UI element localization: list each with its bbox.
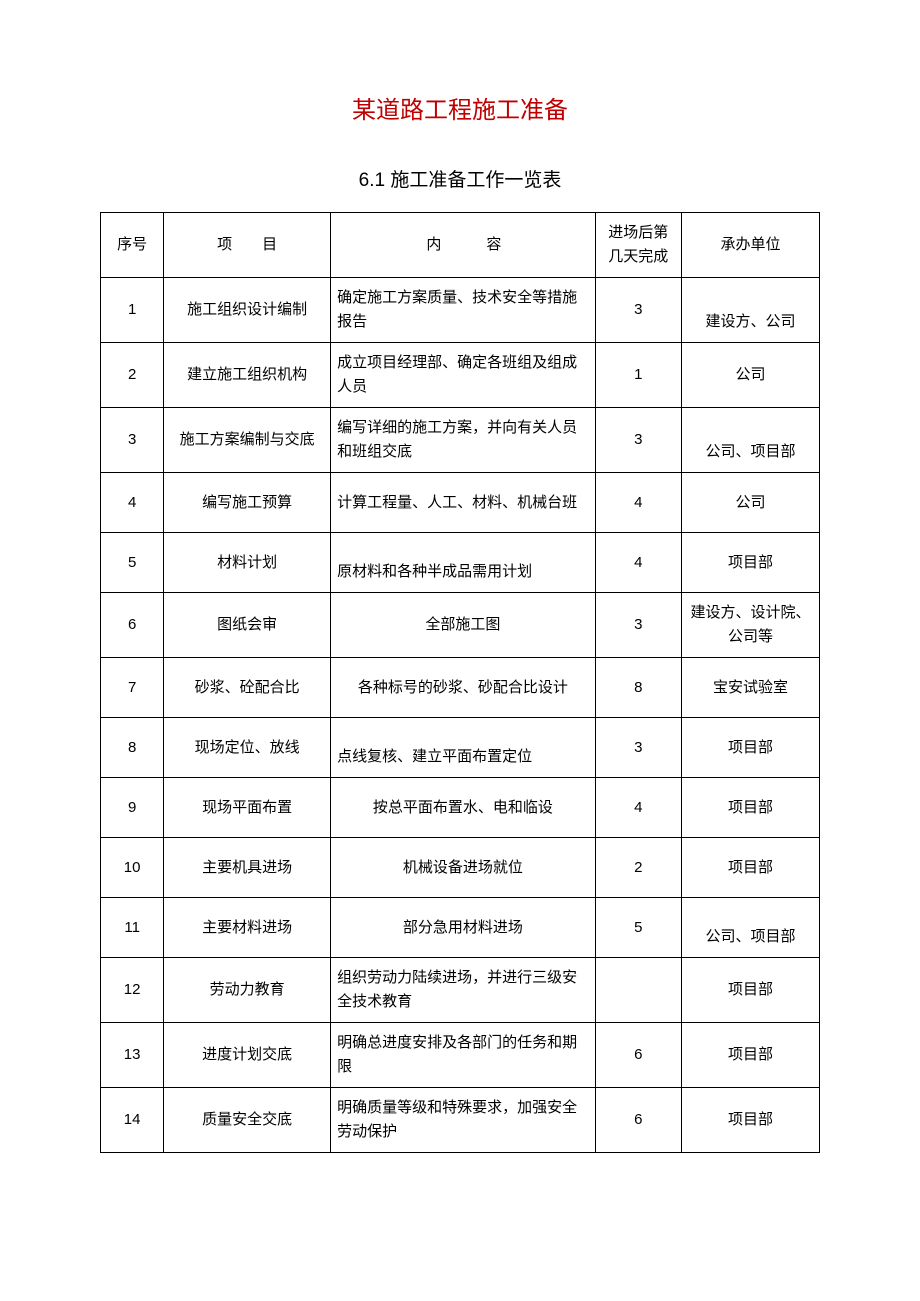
- cell-unit: 项目部: [681, 533, 819, 593]
- table-body: 1施工组织设计编制确定施工方案质量、技术安全等措施报告3建设方、公司2建立施工组…: [101, 278, 820, 1153]
- cell-no: 14: [101, 1088, 164, 1153]
- cell-days: 1: [595, 343, 681, 408]
- cell-days: 4: [595, 533, 681, 593]
- table-row: 1施工组织设计编制确定施工方案质量、技术安全等措施报告3建设方、公司: [101, 278, 820, 343]
- cell-item: 施工方案编制与交底: [164, 408, 331, 473]
- cell-unit: 公司、项目部: [681, 408, 819, 473]
- cell-content: 明确质量等级和特殊要求，加强安全劳动保护: [331, 1088, 596, 1153]
- cell-days: 5: [595, 898, 681, 958]
- cell-days: 4: [595, 473, 681, 533]
- cell-no: 13: [101, 1023, 164, 1088]
- table-row: 4编写施工预算计算工程量、人工、材料、机械台班4公司: [101, 473, 820, 533]
- cell-item: 主要机具进场: [164, 838, 331, 898]
- cell-no: 7: [101, 658, 164, 718]
- cell-item: 建立施工组织机构: [164, 343, 331, 408]
- table-row: 13进度计划交底明确总进度安排及各部门的任务和期限6项目部: [101, 1023, 820, 1088]
- cell-unit: 项目部: [681, 838, 819, 898]
- cell-unit: 公司、项目部: [681, 898, 819, 958]
- cell-item: 劳动力教育: [164, 958, 331, 1023]
- cell-content: 组织劳动力陆续进场，并进行三级安全技术教育: [331, 958, 596, 1023]
- cell-days: 3: [595, 278, 681, 343]
- cell-item: 现场平面布置: [164, 778, 331, 838]
- cell-item: 施工组织设计编制: [164, 278, 331, 343]
- cell-no: 5: [101, 533, 164, 593]
- cell-days: 3: [595, 408, 681, 473]
- cell-days: 3: [595, 593, 681, 658]
- table-row: 14质量安全交底明确质量等级和特殊要求，加强安全劳动保护6项目部: [101, 1088, 820, 1153]
- cell-days: 3: [595, 718, 681, 778]
- cell-no: 9: [101, 778, 164, 838]
- table-row: 11主要材料进场部分急用材料进场5公司、项目部: [101, 898, 820, 958]
- cell-no: 1: [101, 278, 164, 343]
- cell-content: 各种标号的砂浆、砂配合比设计: [331, 658, 596, 718]
- header-item: 项 目: [164, 213, 331, 278]
- table-row: 8现场定位、放线点线复核、建立平面布置定位3项目部: [101, 718, 820, 778]
- cell-item: 主要材料进场: [164, 898, 331, 958]
- document-sub-title: 6.1 施工准备工作一览表: [100, 165, 820, 192]
- header-content: 内 容: [331, 213, 596, 278]
- preparation-table: 序号 项 目 内 容 进场后第几天完成 承办单位 1施工组织设计编制确定施工方案…: [100, 212, 820, 1153]
- cell-content: 全部施工图: [331, 593, 596, 658]
- cell-content: 按总平面布置水、电和临设: [331, 778, 596, 838]
- table-header-row: 序号 项 目 内 容 进场后第几天完成 承办单位: [101, 213, 820, 278]
- cell-days: 4: [595, 778, 681, 838]
- cell-unit: 项目部: [681, 1023, 819, 1088]
- cell-unit: 建设方、公司: [681, 278, 819, 343]
- cell-item: 进度计划交底: [164, 1023, 331, 1088]
- table-row: 5材料计划原材料和各种半成品需用计划4项目部: [101, 533, 820, 593]
- cell-item: 编写施工预算: [164, 473, 331, 533]
- cell-days: [595, 958, 681, 1023]
- sub-title-number: 6.1: [359, 170, 385, 191]
- cell-content: 部分急用材料进场: [331, 898, 596, 958]
- cell-content: 计算工程量、人工、材料、机械台班: [331, 473, 596, 533]
- cell-unit: 公司: [681, 343, 819, 408]
- cell-content: 明确总进度安排及各部门的任务和期限: [331, 1023, 596, 1088]
- sub-title-text: 施工准备工作一览表: [385, 170, 561, 191]
- cell-item: 质量安全交底: [164, 1088, 331, 1153]
- cell-unit: 宝安试验室: [681, 658, 819, 718]
- table-row: 9现场平面布置按总平面布置水、电和临设4项目部: [101, 778, 820, 838]
- cell-content: 成立项目经理部、确定各班组及组成人员: [331, 343, 596, 408]
- cell-days: 6: [595, 1088, 681, 1153]
- table-row: 2建立施工组织机构成立项目经理部、确定各班组及组成人员1公司: [101, 343, 820, 408]
- cell-content: 原材料和各种半成品需用计划: [331, 533, 596, 593]
- table-row: 3施工方案编制与交底编写详细的施工方案，并向有关人员和班组交底3公司、项目部: [101, 408, 820, 473]
- cell-no: 6: [101, 593, 164, 658]
- cell-no: 11: [101, 898, 164, 958]
- header-no: 序号: [101, 213, 164, 278]
- header-unit: 承办单位: [681, 213, 819, 278]
- cell-unit: 项目部: [681, 718, 819, 778]
- cell-item: 图纸会审: [164, 593, 331, 658]
- cell-no: 3: [101, 408, 164, 473]
- cell-item: 现场定位、放线: [164, 718, 331, 778]
- cell-days: 8: [595, 658, 681, 718]
- table-row: 12劳动力教育组织劳动力陆续进场，并进行三级安全技术教育 项目部: [101, 958, 820, 1023]
- cell-content: 确定施工方案质量、技术安全等措施报告: [331, 278, 596, 343]
- cell-item: 材料计划: [164, 533, 331, 593]
- table-row: 6图纸会审全部施工图3建设方、设计院、公司等: [101, 593, 820, 658]
- cell-content: 机械设备进场就位: [331, 838, 596, 898]
- cell-unit: 项目部: [681, 958, 819, 1023]
- table-row: 7砂浆、砼配合比各种标号的砂浆、砂配合比设计8宝安试验室: [101, 658, 820, 718]
- cell-unit: 项目部: [681, 1088, 819, 1153]
- cell-days: 2: [595, 838, 681, 898]
- cell-unit: 公司: [681, 473, 819, 533]
- document-main-title: 某道路工程施工准备: [100, 90, 820, 125]
- cell-no: 8: [101, 718, 164, 778]
- cell-content: 编写详细的施工方案，并向有关人员和班组交底: [331, 408, 596, 473]
- cell-no: 12: [101, 958, 164, 1023]
- cell-no: 4: [101, 473, 164, 533]
- header-days: 进场后第几天完成: [595, 213, 681, 278]
- cell-unit: 项目部: [681, 778, 819, 838]
- cell-unit: 建设方、设计院、公司等: [681, 593, 819, 658]
- cell-item: 砂浆、砼配合比: [164, 658, 331, 718]
- cell-days: 6: [595, 1023, 681, 1088]
- cell-no: 10: [101, 838, 164, 898]
- table-row: 10主要机具进场机械设备进场就位2项目部: [101, 838, 820, 898]
- cell-content: 点线复核、建立平面布置定位: [331, 718, 596, 778]
- cell-no: 2: [101, 343, 164, 408]
